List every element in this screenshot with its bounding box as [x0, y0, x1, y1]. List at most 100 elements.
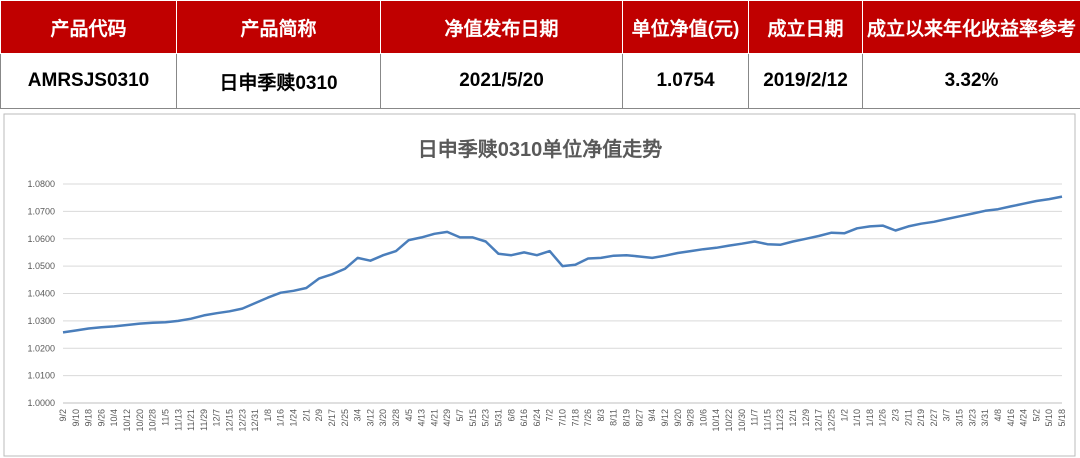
x-tick-label: 5/15: [468, 409, 478, 427]
x-tick-label: 12/15: [225, 409, 235, 432]
cell: 日申季赎0310: [176, 53, 381, 109]
x-tick-label: 3/23: [967, 409, 977, 427]
x-tick-label: 12/7: [212, 409, 222, 427]
x-tick-label: 1/16: [276, 409, 286, 427]
header-cell: 产品代码: [0, 0, 177, 54]
x-tick-label: 3/28: [391, 409, 401, 427]
x-tick-label: 11/13: [173, 409, 183, 431]
x-tick-label: 3/31: [980, 409, 990, 427]
x-tick-label: 10/6: [698, 409, 708, 427]
x-tick-label: 8/3: [596, 409, 606, 422]
x-tick-label: 12/31: [250, 409, 260, 432]
x-tick-label: 1/26: [878, 409, 888, 427]
chart-frame: [3, 113, 1076, 457]
x-tick-label: 12/25: [826, 409, 836, 432]
x-tick-label: 10/28: [148, 409, 158, 432]
x-tick-label: 11/29: [199, 409, 209, 431]
cell: 3.32%: [862, 53, 1080, 109]
x-tick-label: 6/16: [519, 409, 529, 427]
x-tick-label: 4/21: [429, 409, 439, 427]
x-tick-label: 9/10: [71, 409, 81, 427]
x-tick-label: 10/14: [711, 409, 721, 432]
x-tick-label: 3/20: [378, 409, 388, 427]
x-tick-label: 5/2: [1031, 409, 1041, 422]
y-tick-label: 1.0800: [27, 179, 55, 189]
y-tick-label: 1.0500: [27, 261, 55, 271]
header-cell: 成立日期: [748, 0, 863, 54]
x-tick-label: 9/20: [673, 409, 683, 427]
x-tick-label: 9/26: [96, 409, 106, 427]
x-tick-label: 9/12: [660, 409, 670, 427]
x-tick-label: 4/5: [404, 409, 414, 422]
x-tick-label: 7/26: [583, 409, 593, 427]
series-line: [62, 195, 1063, 334]
y-tick-label: 1.0400: [27, 289, 55, 299]
x-tick-label: 1/8: [263, 409, 273, 422]
x-tick-label: 4/8: [993, 409, 1003, 422]
x-tick-label: 9/18: [84, 409, 94, 427]
cell: 1.0754: [622, 53, 749, 109]
cell: 2021/5/20: [380, 53, 623, 109]
x-tick-label: 10/12: [122, 409, 132, 432]
x-tick-label: 5/10: [1044, 409, 1054, 427]
data-row: AMRSJS0310 日申季赎0310 2021/5/20 1.0754 201…: [0, 53, 1080, 109]
x-tick-label: 2/9: [314, 409, 324, 422]
x-tick-label: 4/29: [442, 409, 452, 427]
x-tick-label: 6/8: [506, 409, 516, 422]
x-tick-label: 4/24: [1019, 409, 1029, 427]
x-tick-label: 11/23: [775, 409, 785, 431]
header-cell: 单位净值(元): [622, 0, 749, 54]
cell: AMRSJS0310: [0, 53, 177, 109]
x-tick-label: 8/19: [622, 409, 632, 427]
x-tick-label: 2/3: [891, 409, 901, 422]
y-tick-label: 1.0100: [27, 371, 55, 381]
header-cell: 净值发布日期: [380, 0, 623, 54]
x-tick-label: 12/1: [788, 409, 798, 427]
x-tick-label: 1/18: [865, 409, 875, 427]
x-tick-label: 5/7: [455, 409, 465, 422]
x-tick-label: 10/30: [737, 409, 747, 432]
x-tick-label: 4/13: [417, 409, 427, 427]
x-tick-label: 8/11: [609, 409, 619, 426]
x-tick-label: 7/10: [558, 409, 568, 427]
x-tick-label: 2/1: [301, 409, 311, 422]
x-tick-label: 2/25: [340, 409, 350, 427]
x-tick-label: 9/4: [647, 409, 657, 422]
x-tick-label: 3/7: [942, 409, 952, 422]
x-tick-label: 1/10: [852, 409, 862, 427]
x-tick-label: 3/15: [955, 409, 965, 427]
x-tick-label: 9/2: [58, 409, 68, 422]
chart: 日申季赎0310单位净值走势 1.0000 1.0100 1.0200 1.0300 1…: [3, 113, 1076, 457]
cell: 2019/2/12: [748, 53, 863, 109]
x-tick-label: 2/27: [929, 409, 939, 427]
x-tick-label: 2/17: [327, 409, 337, 427]
x-tick-label: 5/18: [1057, 409, 1067, 427]
x-tick-label: 1/24: [289, 409, 299, 427]
x-tick-label: 7/18: [570, 409, 580, 427]
x-tick-label: 12/23: [237, 409, 247, 432]
y-tick-label: 1.0600: [27, 234, 55, 244]
x-tick-label: 5/31: [493, 409, 503, 427]
x-tick-label: 11/21: [186, 409, 196, 431]
x-tick-label: 12/17: [814, 409, 824, 432]
x-tick-label: 10/22: [724, 409, 734, 432]
x-tick-label: 11/7: [750, 409, 760, 426]
x-tick-label: 1/2: [839, 409, 849, 422]
x-tick-label: 11/5: [160, 409, 170, 426]
x-tick-label: 2/11: [903, 409, 913, 426]
y-tick-label: 1.0200: [27, 343, 55, 353]
chart-title: 日申季赎0310单位净值走势: [418, 137, 663, 161]
y-tick-label: 1.0000: [27, 398, 55, 408]
info-table: 产品代码 产品简称 净值发布日期 单位净值(元) 成立日期 成立以来年化收益率参…: [0, 0, 1080, 109]
header-row: 产品代码 产品简称 净值发布日期 单位净值(元) 成立日期 成立以来年化收益率参…: [0, 0, 1080, 54]
y-tick-label: 1.0300: [27, 316, 55, 326]
x-tick-label: 12/9: [801, 409, 811, 427]
x-tick-label: 4/16: [1006, 409, 1016, 427]
x-tick-label: 6/24: [532, 409, 542, 427]
x-tick-label: 5/23: [481, 409, 491, 427]
x-tick-label: 7/2: [545, 409, 555, 422]
y-tick-label: 1.0700: [27, 206, 55, 216]
x-tick-label: 10/4: [109, 409, 119, 427]
x-tick-label: 3/4: [353, 409, 363, 422]
